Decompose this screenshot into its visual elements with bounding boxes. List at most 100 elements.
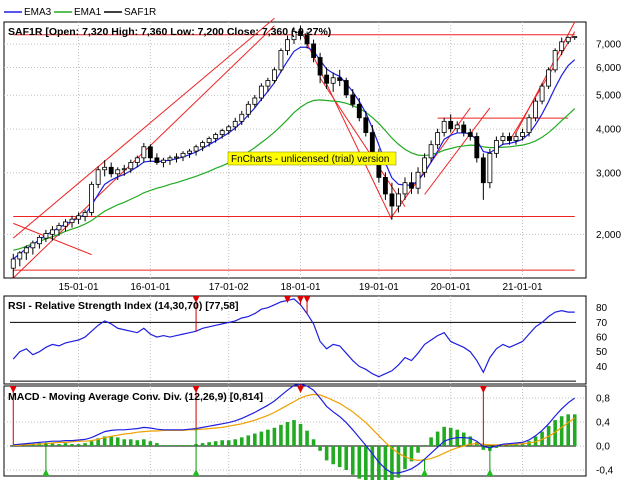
candle-body	[187, 150, 192, 154]
candle-body	[396, 193, 401, 207]
candle-body	[454, 124, 460, 130]
macd-histogram-bar	[501, 445, 505, 446]
candle-body	[507, 136, 512, 141]
macd-up-marker	[421, 469, 429, 476]
candle-body	[23, 247, 29, 254]
macd-histogram-bar	[31, 444, 35, 446]
candle-body	[213, 134, 219, 139]
candle-body	[533, 100, 538, 119]
candle-body	[115, 169, 121, 175]
rsi-y-axis: 80 70 60 50 40	[596, 303, 608, 373]
macd-histogram-bar	[76, 444, 81, 446]
candle-body	[167, 157, 173, 161]
rsi-series-line	[12, 298, 575, 378]
candle-body	[36, 236, 42, 245]
macd-histogram-bar	[266, 429, 270, 446]
candle-body	[311, 43, 317, 58]
price-trendline	[515, 21, 576, 134]
legend-label-ema3: EMA3	[24, 7, 52, 18]
macd-down-marker	[9, 386, 17, 393]
macd-histogram-bar	[481, 446, 486, 450]
candle-body	[467, 132, 473, 137]
candle-body	[474, 136, 480, 159]
macd-histogram-bar	[109, 436, 113, 446]
candle-body	[422, 157, 427, 173]
macd-histogram-bar	[83, 443, 87, 446]
candle-body	[520, 132, 525, 137]
macd-panel: 0,8 0,4 0,0 -0,4 MACD - Moving Average Conv…	[3, 383, 614, 480]
macd-histogram-bar	[350, 446, 355, 475]
candle-body	[565, 36, 571, 43]
candle-body	[428, 144, 434, 159]
candle-body	[526, 117, 532, 133]
candle-body	[487, 152, 493, 184]
candle-body	[448, 120, 454, 130]
macd-signal-line	[13, 393, 576, 462]
macd-histogram-bar	[468, 436, 473, 446]
macd-histogram-bar	[168, 445, 172, 446]
macd-histogram-bar	[422, 445, 427, 446]
candle-body	[30, 242, 36, 249]
price-y-tick-label: 3,000	[596, 168, 621, 179]
price-trendline	[319, 77, 406, 207]
rsi-markers	[192, 296, 311, 332]
macd-histogram-bar	[57, 444, 61, 446]
watermark: FnCharts - unlicensed (trial) version	[227, 151, 397, 166]
candle-body	[193, 146, 199, 152]
macd-histogram-bar	[239, 437, 244, 446]
price-trendline	[12, 17, 275, 239]
macd-histogram-bar	[213, 441, 218, 446]
macd-histogram-bar	[364, 446, 368, 480]
macd-histogram-bar	[448, 427, 453, 446]
candle-body	[102, 166, 108, 171]
watermark-box	[227, 151, 397, 166]
macd-histogram-bar	[259, 431, 264, 446]
macd-y-tick-label: 0,4	[596, 418, 610, 429]
macd-up-marker	[486, 469, 494, 476]
rsi-y-tick-label: 70	[596, 318, 608, 329]
candle-body	[337, 77, 343, 81]
price-trendline	[300, 29, 393, 221]
macd-histogram-bar	[70, 444, 74, 446]
rsi-y-tick-label: 80	[596, 303, 608, 314]
macd-lines	[13, 383, 576, 474]
candle-body	[89, 183, 95, 213]
price-y-tick-label: 5,000	[596, 91, 621, 102]
candle-body	[206, 138, 212, 143]
rsi-down-marker	[303, 296, 311, 303]
macd-histogram-bar	[390, 446, 394, 480]
ema3-line	[12, 46, 576, 260]
candle-body	[441, 120, 447, 133]
macd-histogram-bar	[311, 439, 316, 446]
candle-body	[200, 142, 206, 148]
macd-up-marker	[42, 469, 50, 476]
macd-histogram-bar	[514, 444, 518, 446]
price-x-tick-label: 15-01-01	[59, 282, 99, 293]
macd-histogram-bar	[305, 430, 309, 446]
candle-body	[330, 77, 336, 84]
candle-body	[356, 103, 362, 119]
macd-histogram-bar	[292, 420, 296, 446]
candle-body	[572, 36, 578, 38]
macd-histogram-bar	[494, 446, 499, 448]
price-trendline	[424, 107, 491, 195]
candle-body	[539, 85, 545, 102]
candle-body	[69, 218, 75, 224]
price-x-tick-label: 19-01-01	[359, 282, 399, 293]
rsi-down-marker	[297, 296, 305, 303]
macd-histogram-bar	[442, 426, 446, 446]
macd-histogram-bar	[403, 446, 407, 470]
candle-body	[121, 168, 127, 171]
candle-body	[245, 103, 251, 115]
macd-histogram-bar	[409, 446, 414, 462]
ema1-line	[13, 99, 576, 251]
macd-histogram-bar	[337, 446, 342, 468]
macd-histogram-bar	[429, 437, 433, 446]
candle-body	[63, 221, 68, 227]
candle-body	[232, 120, 238, 128]
rsi-down-marker	[283, 296, 291, 303]
macd-histogram-bar	[572, 414, 577, 446]
macd-histogram-bar	[200, 443, 205, 446]
candle-body	[278, 50, 284, 71]
candle-body	[174, 156, 179, 159]
